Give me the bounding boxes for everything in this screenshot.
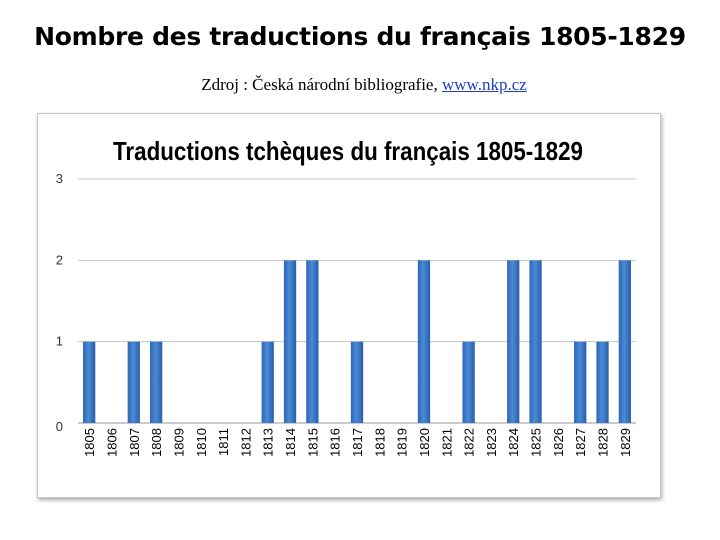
bar	[261, 341, 274, 423]
slide-title: Nombre des traductions du français 1805-…	[34, 22, 686, 51]
bar	[417, 260, 431, 423]
x-tick-label: 1819	[395, 428, 410, 457]
bar	[596, 341, 609, 423]
x-tick-label: 1808	[149, 428, 164, 457]
x-tick-label: 1806	[104, 428, 119, 457]
x-tick-label: 1815	[305, 428, 320, 457]
y-tick-label: 2	[56, 252, 63, 267]
bar	[574, 341, 587, 423]
bar	[149, 341, 163, 423]
bars	[83, 260, 631, 423]
bar	[306, 260, 319, 423]
bar	[283, 260, 297, 423]
x-tick-label: 1824	[506, 428, 521, 457]
x-tick-label: 1829	[618, 428, 633, 457]
x-tick-label: 1823	[484, 428, 499, 457]
y-tick-label: 0	[56, 419, 63, 434]
x-tick-label: 1818	[372, 428, 387, 457]
x-tick-label: 1807	[127, 428, 142, 457]
x-tick-label: 1814	[283, 428, 298, 457]
bar	[507, 260, 520, 423]
source-line: Zdroj : Česká národní bibliografie, www.…	[0, 75, 720, 95]
x-tick-label: 1822	[462, 428, 477, 457]
y-tick-label: 1	[56, 334, 63, 349]
x-tick-label: 1825	[529, 428, 544, 457]
x-tick-label: 1810	[194, 428, 209, 457]
x-tick-label: 1826	[551, 428, 566, 457]
bar-chart: Traductions tchèques du français 1805-18…	[56, 136, 636, 457]
source-link[interactable]: www.nkp.cz	[441, 75, 527, 94]
source-text: Zdroj : Česká národní bibliografie,	[201, 75, 442, 94]
x-tick-label: 1812	[238, 428, 253, 457]
bar	[83, 341, 96, 423]
x-tick-label: 1820	[417, 428, 432, 457]
x-tick-label: 1809	[171, 428, 186, 457]
x-tick-label: 1827	[573, 428, 588, 457]
bar	[618, 260, 631, 423]
y-axis: 0 1 2 3	[56, 171, 63, 434]
x-tick-label: 1813	[261, 428, 276, 457]
y-tick-label: 3	[56, 171, 63, 186]
chart-frame: Traductions tchèques du français 1805-18…	[37, 113, 661, 498]
bar	[529, 260, 542, 423]
bar	[462, 341, 475, 423]
bar	[350, 341, 364, 423]
x-tick-label: 1821	[439, 428, 454, 457]
x-tick-label: 1816	[328, 428, 343, 457]
x-axis: 1805 1806 1807 1808 1809 1810 1811 1812 1813 1814…	[82, 428, 633, 457]
x-tick-label: 1811	[216, 428, 231, 456]
x-tick-label: 1828	[596, 428, 611, 457]
bar	[127, 341, 140, 423]
x-tick-label: 1805	[82, 428, 97, 457]
chart-title: Traductions tchèques du français 1805-18…	[113, 136, 583, 166]
x-tick-label: 1817	[350, 428, 365, 457]
